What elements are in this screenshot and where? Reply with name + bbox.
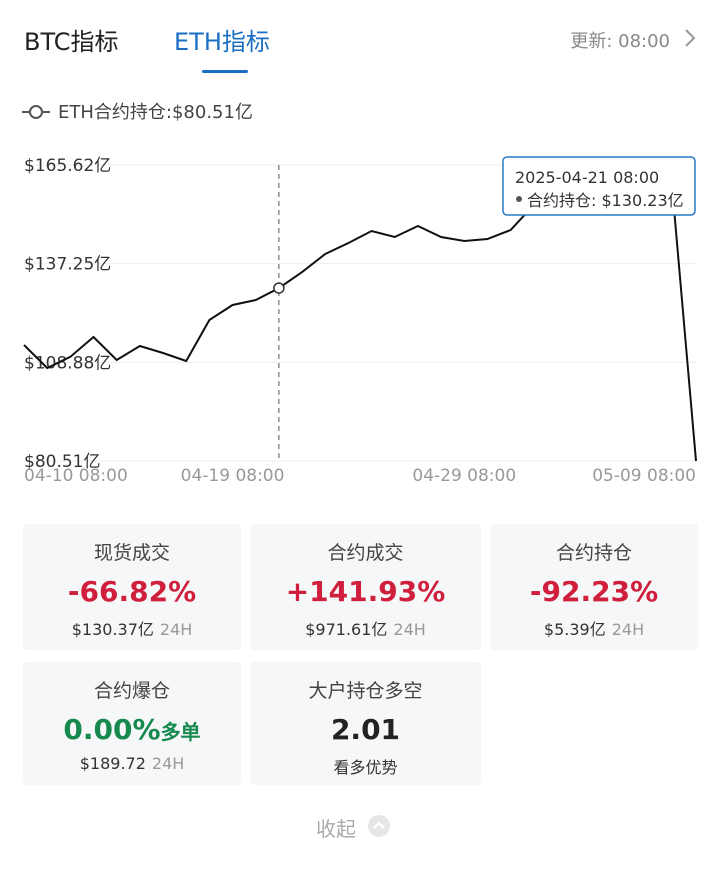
- card-value-text: -92.23%: [529, 575, 659, 608]
- card-value-text: -66.82%: [67, 575, 197, 608]
- legend-marker: [29, 105, 43, 119]
- card-sub-text: 看多优势: [333, 758, 398, 777]
- x-tick-label: 04-19 08:00: [181, 466, 285, 486]
- y-tick-label: $165.62亿: [24, 156, 111, 176]
- stat-card: 合约持仓 -92.23% $5.39亿 24H: [490, 524, 698, 650]
- card-sub: $130.37亿 24H: [23, 616, 241, 640]
- x-tick-label: 05-09 08:00: [592, 466, 696, 486]
- hover-point: [273, 282, 285, 294]
- card-period: 24H: [159, 620, 193, 639]
- y-tick-label: $80.51亿: [24, 452, 100, 472]
- card-period: 24H: [151, 754, 185, 773]
- chart: ETH合约持仓:$80.51亿 $165.62亿 $137.25亿 $108.88亿…: [22, 102, 697, 486]
- card-value: 2.01: [250, 713, 481, 746]
- card-value: -92.23%: [490, 575, 698, 608]
- y-tick-label: $137.25亿: [24, 255, 111, 275]
- card-title: 合约成交: [327, 542, 404, 564]
- card-value: -66.82%: [23, 575, 241, 608]
- card-value: 0.00%多单: [23, 713, 241, 746]
- card-period: 24H: [393, 620, 426, 639]
- stat-card: 大户持仓多空 2.01 看多优势: [250, 662, 481, 785]
- tooltip-box: [502, 156, 696, 216]
- card-value-text: 2.01: [330, 713, 401, 746]
- card-title: 现货成交: [93, 542, 170, 564]
- card-period: 24H: [611, 620, 645, 639]
- tooltip-dot: [516, 196, 522, 202]
- card-sub: $189.72 24H: [23, 754, 241, 773]
- card-value-text: +141.93%: [285, 575, 446, 608]
- card-sub-text: $971.61亿: [305, 620, 388, 639]
- card-title: 合约爆仓: [93, 680, 170, 702]
- update-time: 更新: 08:00: [570, 31, 670, 52]
- line-series: [23, 193, 697, 462]
- chevron-icon[interactable]: [682, 28, 698, 48]
- card-sub: $5.39亿 24H: [490, 616, 698, 640]
- tab[interactable]: BTC指标: [24, 28, 119, 56]
- stat-card: 现货成交 -66.82% $130.37亿 24H: [23, 524, 241, 650]
- card-sub-text: $189.72: [79, 754, 146, 773]
- collapse-button[interactable]: 收起: [316, 817, 356, 841]
- y-tick-label: $108.88亿: [24, 353, 111, 373]
- card-sub-text: $5.39亿: [543, 620, 606, 639]
- card-sub-text: $130.37亿: [71, 620, 154, 639]
- card-value: +141.93%: [250, 575, 481, 608]
- stat-card: 合约爆仓 0.00%多单 $189.72 24H: [23, 662, 241, 785]
- stat-card: 合约成交 +141.93% $971.61亿 24H: [250, 524, 481, 650]
- collapse-icon[interactable]: [367, 814, 391, 838]
- tab-underline: [202, 70, 248, 73]
- legend-label: ETH合约持仓:$80.51亿: [58, 102, 253, 123]
- card-sub: $971.61亿 24H: [250, 616, 481, 640]
- card-title: 合约持仓: [555, 542, 632, 564]
- card-sub: 看多优势: [250, 754, 481, 778]
- card-tag: 多单: [160, 720, 201, 744]
- card-value-text: 0.00%: [63, 713, 161, 746]
- card-title: 大户持仓多空: [308, 680, 423, 702]
- tooltip-title: 2025-04-21 08:00: [515, 168, 659, 187]
- tooltip-label: 合约持仓: $130.23亿: [527, 191, 684, 210]
- x-tick-label: 04-10 08:00: [24, 466, 128, 486]
- tab-active[interactable]: ETH指标: [174, 28, 270, 56]
- x-tick-label: 04-29 08:00: [412, 466, 516, 486]
